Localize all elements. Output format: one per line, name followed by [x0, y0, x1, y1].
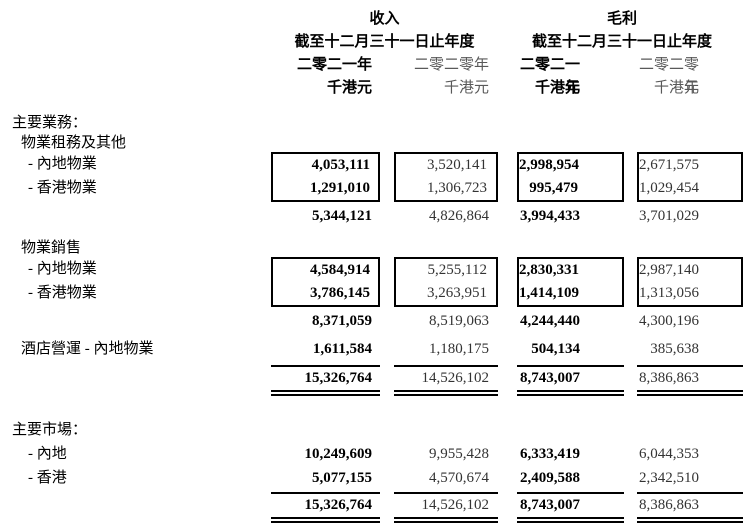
header-unit-row: 千港元 千港元 千港元 千港元 [0, 77, 746, 100]
spacer [0, 309, 271, 333]
cell-value: 1,313,056 [639, 285, 699, 301]
sales-gross-profit-2020-box: 2,987,140 1,313,056 [637, 257, 743, 307]
gross-profit-2020-unit: 千港元 [653, 80, 699, 96]
total-value: 15,326,764 [271, 492, 380, 523]
markets-total-row: 15,326,764 14,526,102 8,743,007 8,386,86… [0, 492, 746, 523]
total-value: 15,326,764 [271, 365, 380, 396]
cell-value: 3,520,141 [427, 157, 487, 173]
cell-value: 6,044,353 [639, 446, 699, 462]
cell-value: 1,414,109 [519, 285, 579, 301]
row-label-hongkong: - 香港物業 [28, 285, 97, 301]
header-period-row: 截至十二月三十一日止年度 截至十二月三十一日止年度 [0, 31, 746, 54]
sales-rows: - 內地物業 - 香港物業 4,584,914 3,786,145 5,255,… [0, 257, 746, 307]
total-value: 8,386,863 [637, 492, 743, 523]
cell-value: 3,263,951 [427, 285, 487, 301]
subtotal-value: 4,826,864 [429, 208, 489, 224]
row-label-mainland: - 內地物業 [28, 261, 97, 277]
total-value: 8,386,863 [637, 365, 743, 396]
sales-row-labels: - 內地物業 - 香港物業 [0, 257, 271, 307]
gross-profit-2021-unit: 千港元 [534, 80, 580, 96]
subtotal-value: 3,994,433 [520, 208, 580, 224]
cell-value: 1,291,010 [310, 180, 370, 196]
cell-value: 385,638 [650, 341, 699, 357]
hotel-row-label: 酒店營運 - 內地物業 [21, 341, 154, 357]
row-label-mainland: - 內地物業 [28, 156, 97, 172]
cell-value: 1,029,454 [639, 180, 699, 196]
sales-group-name: 物業銷售 [21, 240, 82, 256]
revenue-period-label: 截至十二月三十一日止年度 [294, 34, 475, 50]
header-year-row: 二零二一年 二零二零年 二零二一年 二零二零年 [0, 54, 746, 96]
hotel-row: 酒店營運 - 內地物業 1,611,584 1,180,175 504,134 … [0, 337, 746, 361]
spacer [0, 204, 271, 228]
revenue-year-2021-header: 二零二一年 [296, 57, 372, 73]
business-total-row: 15,326,764 14,526,102 8,743,007 8,386,86… [0, 365, 746, 396]
cell-value: 4,053,111 [311, 157, 370, 173]
cell-value: 2,987,140 [639, 262, 699, 278]
rental-row-labels: - 內地物業 - 香港物業 [0, 152, 271, 202]
gross-profit-group-title: 毛利 [606, 11, 637, 27]
subtotal-value: 4,244,440 [520, 313, 580, 329]
sales-subtotal-row: 8,371,059 8,519,063 4,244,440 4,300,196 [0, 309, 746, 333]
cell-value: 1,180,175 [429, 341, 489, 357]
rental-revenue-2020-box: 3,520,141 1,306,723 [394, 152, 498, 202]
header-spacer [0, 77, 271, 100]
rental-gross-profit-2021-box: 2,998,954 995,479 [517, 152, 624, 202]
cell-value: 4,584,914 [310, 262, 370, 278]
cell-value: 2,998,954 [519, 157, 579, 173]
revenue-2021-unit: 千港元 [326, 80, 372, 96]
cell-value: 10,249,609 [304, 446, 373, 462]
cell-value: 3,786,145 [310, 285, 370, 301]
revenue-group-title: 收入 [369, 11, 400, 27]
header-spacer [0, 31, 271, 54]
total-value: 8,743,007 [517, 365, 624, 396]
markets-section-heading: 主要市場： [12, 422, 88, 438]
subtotal-value: 3,701,029 [639, 208, 699, 224]
revenue-year-2020-header: 二零二零年 [413, 57, 489, 73]
cell-value: 2,342,510 [639, 470, 699, 486]
cell-value: 2,830,331 [519, 262, 579, 278]
gross-profit-year-2021-header: 二零二一年 [519, 57, 580, 96]
total-value: 14,526,102 [394, 492, 498, 523]
header-spacer [0, 54, 271, 77]
cell-value: 2,671,575 [639, 157, 699, 173]
spacer [0, 492, 271, 523]
cell-value: 504,134 [531, 341, 580, 357]
gross-profit-year-2020-header: 二零二零年 [638, 57, 699, 96]
rental-group-name: 物業租務及其他 [21, 135, 127, 151]
sales-revenue-2020-box: 5,255,112 3,263,951 [394, 257, 498, 307]
spacer [0, 365, 271, 396]
subtotal-value: 4,300,196 [639, 313, 699, 329]
gross-profit-period-label: 截至十二月三十一日止年度 [531, 34, 712, 50]
row-label-hongkong: - 香港 [28, 470, 67, 486]
total-value: 14,526,102 [394, 365, 498, 396]
row-label-hongkong: - 香港物業 [28, 180, 97, 196]
subtotal-value: 5,344,121 [312, 208, 372, 224]
sales-gross-profit-2021-box: 2,830,331 1,414,109 [517, 257, 624, 307]
rental-subtotal-row: 5,344,121 4,826,864 3,994,433 3,701,029 [0, 204, 746, 228]
row-label-mainland: - 內地 [28, 446, 67, 462]
cell-value: 1,306,723 [427, 180, 487, 196]
cell-value: 4,570,674 [429, 470, 489, 486]
cell-value: 5,077,155 [312, 470, 372, 486]
rental-gross-profit-2020-box: 2,671,575 1,029,454 [637, 152, 743, 202]
cell-value: 6,333,419 [520, 446, 580, 462]
markets-row-hongkong: - 香港 5,077,155 4,570,674 2,409,588 2,342… [0, 466, 746, 490]
cell-value: 9,955,428 [429, 446, 489, 462]
header-group-titles: 收入 毛利 [0, 8, 746, 31]
total-value: 8,743,007 [517, 492, 624, 523]
cell-value: 5,255,112 [427, 262, 487, 278]
subtotal-value: 8,371,059 [312, 313, 372, 329]
markets-row-mainland: - 內地 10,249,609 9,955,428 6,333,419 6,04… [0, 442, 746, 466]
header-spacer [0, 8, 271, 31]
revenue-2020-unit: 千港元 [443, 80, 489, 96]
rental-revenue-2021-box: 4,053,111 1,291,010 [271, 152, 380, 202]
business-section-heading: 主要業務： [12, 115, 88, 131]
sales-revenue-2021-box: 4,584,914 3,786,145 [271, 257, 380, 307]
rental-rows: - 內地物業 - 香港物業 4,053,111 1,291,010 3,520,… [0, 152, 746, 202]
cell-value: 1,611,584 [312, 341, 372, 357]
subtotal-value: 8,519,063 [429, 313, 489, 329]
cell-value: 995,479 [529, 180, 578, 196]
cell-value: 2,409,588 [520, 470, 580, 486]
